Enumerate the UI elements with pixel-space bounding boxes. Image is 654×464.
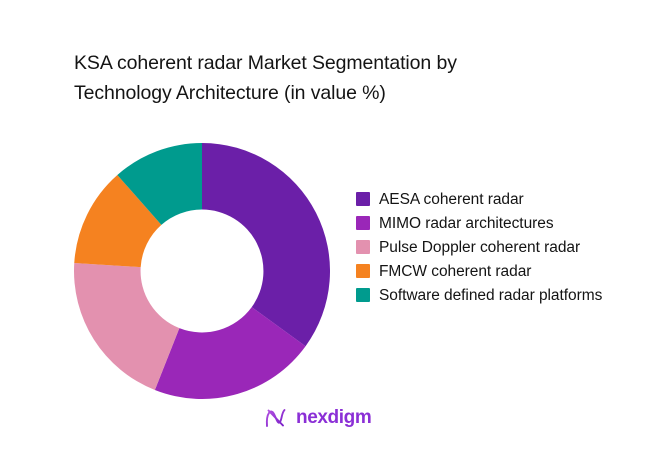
legend-item-label: AESA coherent radar — [379, 191, 524, 208]
legend-item-label: MIMO radar architectures — [379, 215, 554, 232]
legend-item-mimo-radar-architectures[interactable]: MIMO radar architectures — [356, 212, 606, 235]
brand-logo: nexdigm — [263, 405, 372, 431]
donut-chart-svg — [74, 143, 330, 399]
donut-slice[interactable] — [202, 143, 330, 347]
donut-slice[interactable] — [74, 174, 162, 268]
legend-item-software-defined-radar-platforms[interactable]: Software defined radar platforms — [356, 284, 606, 307]
legend-swatch-icon — [356, 240, 370, 254]
page-title: KSA coherent radar Market Segmentation b… — [74, 52, 457, 104]
legend-item-label: Software defined radar platforms — [379, 287, 603, 304]
donut-slice[interactable] — [117, 143, 202, 225]
donut-slice[interactable] — [154, 307, 306, 399]
brand-logo-text: nexdigm — [296, 407, 372, 428]
legend-swatch-icon — [356, 264, 370, 278]
legend-item-fmcw-coherent-radar[interactable]: FMCW coherent radar — [356, 260, 606, 283]
donut-slice[interactable] — [74, 262, 180, 391]
legend-item-label: FMCW coherent radar — [379, 263, 532, 280]
legend-item-label: Pulse Doppler coherent radar — [379, 239, 581, 256]
donut-chart — [74, 143, 330, 399]
legend-item-aesa-coherent-radar[interactable]: AESA coherent radar — [356, 188, 606, 211]
legend-item-pulse-doppler-coherent-radar[interactable]: Pulse Doppler coherent radar — [356, 236, 606, 259]
legend-swatch-icon — [356, 192, 370, 206]
chart-legend: AESA coherent radar MIMO radar architect… — [356, 188, 606, 308]
nexdigm-wave-mark-icon — [265, 409, 286, 427]
donut-slice-group — [74, 143, 330, 399]
legend-swatch-icon — [356, 216, 370, 230]
legend-swatch-icon — [356, 288, 370, 302]
